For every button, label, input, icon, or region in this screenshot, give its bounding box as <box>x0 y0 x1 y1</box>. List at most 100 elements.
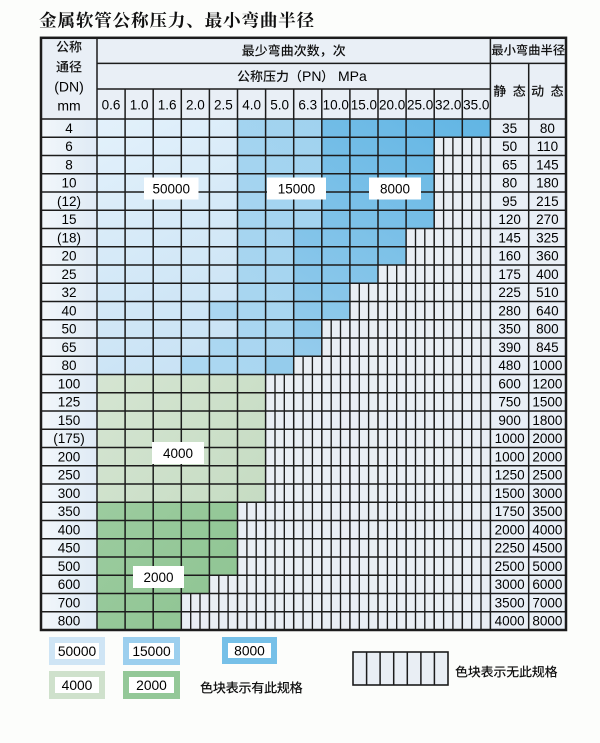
svg-text:32.0: 32.0 <box>435 97 461 112</box>
svg-text:10.0: 10.0 <box>323 97 349 112</box>
svg-text:1000: 1000 <box>495 449 525 464</box>
svg-text:1.0: 1.0 <box>130 97 149 112</box>
svg-text:4000: 4000 <box>163 446 193 461</box>
svg-text:15.0: 15.0 <box>351 97 377 112</box>
svg-text:1750: 1750 <box>495 504 525 519</box>
svg-text:4.0: 4.0 <box>242 97 261 112</box>
svg-text:1.6: 1.6 <box>158 97 177 112</box>
svg-text:80: 80 <box>61 358 76 373</box>
svg-text:6000: 6000 <box>532 577 562 592</box>
svg-text:40: 40 <box>61 303 76 318</box>
svg-text:MPa: MPa <box>338 68 367 84</box>
svg-text:175: 175 <box>498 267 521 282</box>
svg-text:3000: 3000 <box>495 577 525 592</box>
svg-text:600: 600 <box>498 376 521 391</box>
svg-text:4000: 4000 <box>495 614 525 629</box>
svg-text:6: 6 <box>65 139 73 154</box>
svg-text:120: 120 <box>498 212 521 227</box>
svg-text:500: 500 <box>58 559 81 574</box>
svg-text:1000: 1000 <box>495 431 525 446</box>
svg-text:160: 160 <box>498 249 521 264</box>
svg-text:1250: 1250 <box>495 468 525 483</box>
svg-text:270: 270 <box>536 212 559 227</box>
svg-text:3000: 3000 <box>532 486 562 501</box>
svg-text:15000: 15000 <box>278 182 316 197</box>
svg-text:300: 300 <box>58 486 81 501</box>
svg-text:5.0: 5.0 <box>270 97 289 112</box>
svg-text:360: 360 <box>536 249 559 264</box>
svg-text:480: 480 <box>498 358 521 373</box>
svg-text:4500: 4500 <box>532 541 562 556</box>
svg-text:250: 250 <box>58 468 81 483</box>
svg-text:80: 80 <box>502 176 517 191</box>
svg-text:640: 640 <box>536 303 559 318</box>
svg-text:2250: 2250 <box>495 541 525 556</box>
svg-text:15000: 15000 <box>132 644 171 659</box>
svg-text:5000: 5000 <box>532 559 562 574</box>
svg-text:800: 800 <box>536 322 559 337</box>
svg-text:215: 215 <box>536 194 559 209</box>
svg-text:50000: 50000 <box>58 644 97 659</box>
svg-text:8: 8 <box>65 157 73 172</box>
svg-text:4000: 4000 <box>532 522 562 537</box>
svg-text:65: 65 <box>61 340 76 355</box>
svg-text:2.5: 2.5 <box>214 97 233 112</box>
svg-text:25.0: 25.0 <box>407 97 433 112</box>
svg-text:(175): (175) <box>53 431 85 446</box>
svg-text:200: 200 <box>58 449 81 464</box>
svg-text:110: 110 <box>537 139 559 154</box>
svg-text:3500: 3500 <box>495 595 525 610</box>
svg-text:750: 750 <box>498 395 521 410</box>
svg-text:(12): (12) <box>57 194 81 209</box>
svg-text:325: 325 <box>536 230 559 245</box>
svg-text:800: 800 <box>58 614 81 629</box>
svg-text:65: 65 <box>502 157 517 172</box>
svg-text:700: 700 <box>58 595 81 610</box>
svg-text:4000: 4000 <box>62 678 93 693</box>
svg-text:35: 35 <box>502 121 517 136</box>
svg-text:2000: 2000 <box>532 449 562 464</box>
svg-text:350: 350 <box>498 322 521 337</box>
svg-text:(DN): (DN) <box>54 79 84 95</box>
svg-text:15: 15 <box>61 212 76 227</box>
svg-text:400: 400 <box>58 522 81 537</box>
svg-text:225: 225 <box>498 285 521 300</box>
svg-text:7000: 7000 <box>532 595 562 610</box>
svg-text:25: 25 <box>61 267 76 282</box>
svg-text:mm: mm <box>57 98 80 114</box>
svg-text:4: 4 <box>65 121 73 136</box>
svg-text:125: 125 <box>58 395 81 410</box>
svg-text:35.0: 35.0 <box>463 97 489 112</box>
svg-text:80: 80 <box>540 121 555 136</box>
svg-text:(18): (18) <box>57 230 81 245</box>
svg-text:100: 100 <box>58 376 81 391</box>
svg-text:2000: 2000 <box>143 570 173 585</box>
svg-text:1800: 1800 <box>532 413 562 428</box>
svg-text:2000: 2000 <box>532 431 562 446</box>
svg-text:32: 32 <box>61 285 76 300</box>
svg-text:1500: 1500 <box>532 395 562 410</box>
svg-text:510: 510 <box>536 285 559 300</box>
svg-text:6.3: 6.3 <box>298 97 317 112</box>
svg-text:PN: PN <box>302 68 321 84</box>
svg-text:0.6: 0.6 <box>102 97 121 112</box>
svg-text:1000: 1000 <box>532 358 562 373</box>
svg-text:2.0: 2.0 <box>186 97 205 112</box>
svg-text:8000: 8000 <box>532 614 562 629</box>
svg-text:280: 280 <box>498 303 521 318</box>
svg-text:600: 600 <box>58 577 81 592</box>
svg-text:400: 400 <box>536 267 559 282</box>
svg-text:20: 20 <box>61 249 76 264</box>
svg-text:20.0: 20.0 <box>379 97 405 112</box>
svg-text:8000: 8000 <box>380 182 410 197</box>
svg-text:1200: 1200 <box>532 376 562 391</box>
svg-text:2000: 2000 <box>495 522 525 537</box>
svg-text:350: 350 <box>58 504 81 519</box>
svg-text:1500: 1500 <box>495 486 525 501</box>
svg-text:2500: 2500 <box>495 559 525 574</box>
svg-text:3500: 3500 <box>532 504 562 519</box>
svg-text:145: 145 <box>536 157 559 172</box>
svg-text:180: 180 <box>536 176 559 191</box>
svg-text:50: 50 <box>502 139 517 154</box>
svg-text:10: 10 <box>61 176 76 191</box>
